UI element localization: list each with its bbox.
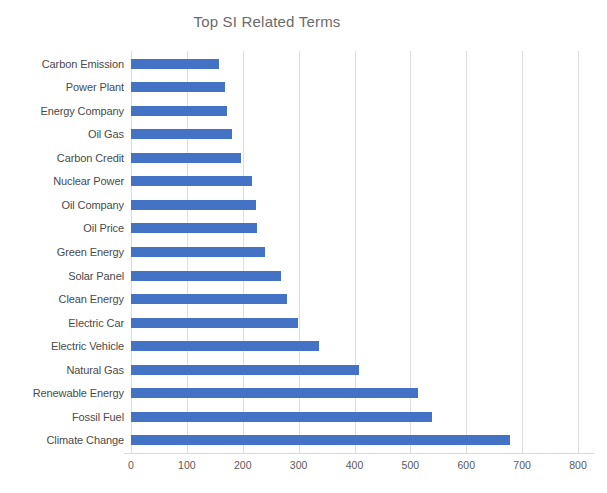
x-tick-label: 500 <box>388 459 432 471</box>
chart-row: Climate Change <box>0 429 607 453</box>
bar-track <box>131 405 578 429</box>
chart-row: Renewable Energy <box>0 381 607 405</box>
bar <box>131 435 510 445</box>
category-label: Solar Panel <box>0 270 131 282</box>
plot-area: Carbon Emission Power Plant Energy Company… <box>0 52 607 452</box>
category-label: Carbon Credit <box>0 152 131 164</box>
bar-track <box>131 381 578 405</box>
bar-track <box>131 52 578 76</box>
x-tick-label: 700 <box>500 459 544 471</box>
bar-chart: Top SI Related Terms Carbon Emission Powe… <box>0 0 607 493</box>
bar <box>131 176 252 186</box>
bar <box>131 388 418 398</box>
bar <box>131 271 281 281</box>
x-tick-label: 100 <box>165 459 209 471</box>
category-label: Fossil Fuel <box>0 411 131 423</box>
bar <box>131 82 225 92</box>
bar-track <box>131 429 578 453</box>
chart-row: Energy Company <box>0 99 607 123</box>
bar-track <box>131 99 578 123</box>
x-tick-label: 800 <box>556 459 600 471</box>
bar <box>131 365 359 375</box>
bar <box>131 153 241 163</box>
chart-row: Electric Vehicle <box>0 334 607 358</box>
chart-row: Solar Panel <box>0 264 607 288</box>
chart-row: Clean Energy <box>0 287 607 311</box>
bar-track <box>131 170 578 194</box>
x-tick-label: 600 <box>444 459 488 471</box>
bar-track <box>131 334 578 358</box>
category-label: Nuclear Power <box>0 175 131 187</box>
chart-row: Oil Gas <box>0 123 607 147</box>
chart-row: Nuclear Power <box>0 170 607 194</box>
category-label: Electric Vehicle <box>0 340 131 352</box>
category-label: Climate Change <box>0 434 131 446</box>
x-tick-label: 300 <box>277 459 321 471</box>
chart-row: Power Plant <box>0 76 607 100</box>
chart-row: Oil Price <box>0 217 607 241</box>
x-axis-line <box>124 453 594 454</box>
bar <box>131 129 232 139</box>
category-label: Clean Energy <box>0 293 131 305</box>
chart-row: Carbon Emission <box>0 52 607 76</box>
x-axis-tick-labels: 0100200300400500600700800 <box>131 459 578 473</box>
bar-track <box>131 146 578 170</box>
chart-title: Top SI Related Terms <box>0 13 534 30</box>
chart-row: Fossil Fuel <box>0 405 607 429</box>
category-label: Power Plant <box>0 81 131 93</box>
category-label: Oil Gas <box>0 128 131 140</box>
bar-track <box>131 311 578 335</box>
bar <box>131 59 219 69</box>
chart-row: Oil Company <box>0 193 607 217</box>
x-tick-label: 400 <box>333 459 377 471</box>
bar <box>131 294 287 304</box>
bar-track <box>131 193 578 217</box>
x-tick-label: 200 <box>221 459 265 471</box>
category-label: Electric Car <box>0 317 131 329</box>
category-label: Oil Price <box>0 222 131 234</box>
bar <box>131 106 227 116</box>
bar-track <box>131 264 578 288</box>
category-label: Green Energy <box>0 246 131 258</box>
bar <box>131 341 319 351</box>
category-label: Oil Company <box>0 199 131 211</box>
chart-row: Green Energy <box>0 240 607 264</box>
bar-track <box>131 240 578 264</box>
bar-track <box>131 76 578 100</box>
bar-track <box>131 358 578 382</box>
category-label: Renewable Energy <box>0 387 131 399</box>
bar <box>131 200 256 210</box>
chart-row: Electric Car <box>0 311 607 335</box>
chart-row: Natural Gas <box>0 358 607 382</box>
category-label: Energy Company <box>0 105 131 117</box>
x-tick-label: 0 <box>109 459 153 471</box>
bar <box>131 412 432 422</box>
bar-track <box>131 287 578 311</box>
bar <box>131 223 257 233</box>
chart-row: Carbon Credit <box>0 146 607 170</box>
category-label: Carbon Emission <box>0 58 131 70</box>
bar <box>131 318 298 328</box>
category-label: Natural Gas <box>0 364 131 376</box>
bar-track <box>131 123 578 147</box>
bar-track <box>131 217 578 241</box>
bar <box>131 247 265 257</box>
